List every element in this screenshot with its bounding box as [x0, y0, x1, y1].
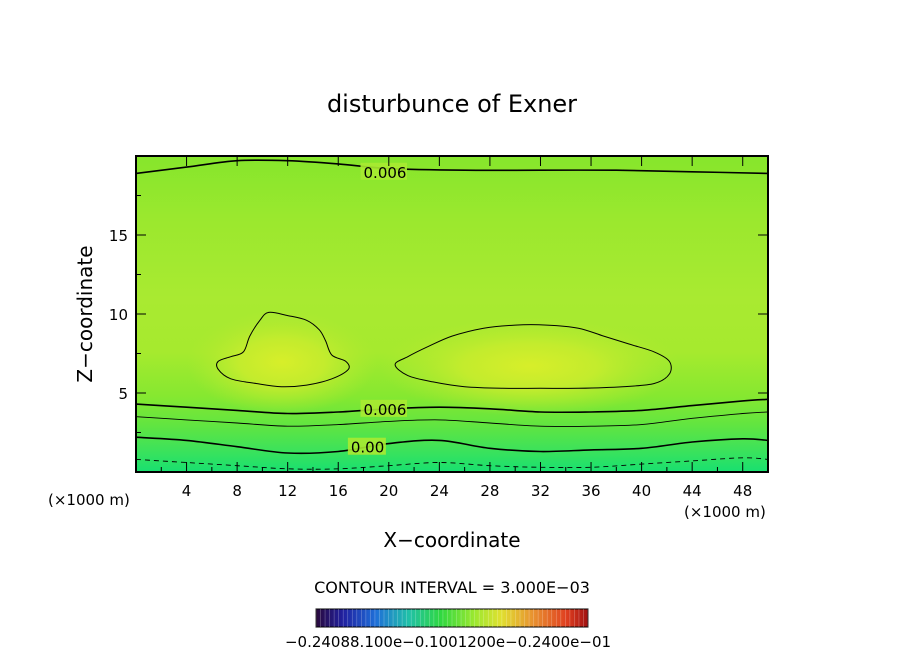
- colorbar-labels: −0.24088.100e−0.1001200e−0.2400e−01: [285, 633, 611, 651]
- y-axis-label: Z−coordinate: [73, 245, 97, 382]
- x-tick-label-3: 16: [329, 482, 348, 500]
- contour-line-4: [136, 457, 768, 470]
- contour-label-2: 0.00: [351, 439, 384, 457]
- x-tick-label-10: 44: [683, 482, 702, 500]
- x-tick-label-1: 8: [232, 482, 242, 500]
- x-unit-right: (×1000 m): [684, 503, 766, 521]
- contour-labels: 0.006 0.006 0.00: [347, 162, 408, 457]
- x-tick-label-8: 36: [581, 482, 600, 500]
- colorbar-segments: [315, 609, 589, 627]
- contour-lines: [136, 159, 768, 470]
- x-tick-label-11: 48: [733, 482, 752, 500]
- contour-line-3: [136, 436, 768, 455]
- x-tick-label-0: 4: [182, 482, 192, 500]
- contour-line-2: [136, 411, 768, 427]
- y-tick-label-0: 5: [118, 385, 128, 403]
- contour-label-bg-0: [360, 162, 408, 180]
- x-tick-label-9: 40: [632, 482, 651, 500]
- x-unit-left: (×1000 m): [48, 491, 130, 509]
- colorbar: [315, 608, 589, 628]
- high-region-right: [380, 316, 680, 416]
- contour-label-1: 0.006: [364, 401, 407, 419]
- closed-contour-1: [394, 324, 672, 389]
- x-tick-label-6: 28: [480, 482, 499, 500]
- y-tick-label-1: 10: [109, 306, 128, 324]
- y-tick-label-2: 15: [109, 227, 128, 245]
- x-axis-label: X−coordinate: [383, 528, 520, 552]
- contour-interval-note: CONTOUR INTERVAL = 3.000E−03: [314, 578, 590, 597]
- x-tick-label-4: 20: [379, 482, 398, 500]
- x-tick-label-2: 12: [278, 482, 297, 500]
- x-tick-label-5: 24: [430, 482, 449, 500]
- contour-line-1: [136, 398, 768, 415]
- contour-label-bg-2: [347, 437, 386, 455]
- plot-background: [136, 156, 768, 472]
- x-tick-label-7: 32: [531, 482, 550, 500]
- chart-title: disturbunce of Exner: [327, 90, 577, 118]
- high-region-left: [187, 310, 377, 414]
- contour-label-bg-1: [360, 399, 408, 417]
- contour-label-0: 0.006: [364, 164, 407, 182]
- closed-contour-0: [216, 311, 350, 388]
